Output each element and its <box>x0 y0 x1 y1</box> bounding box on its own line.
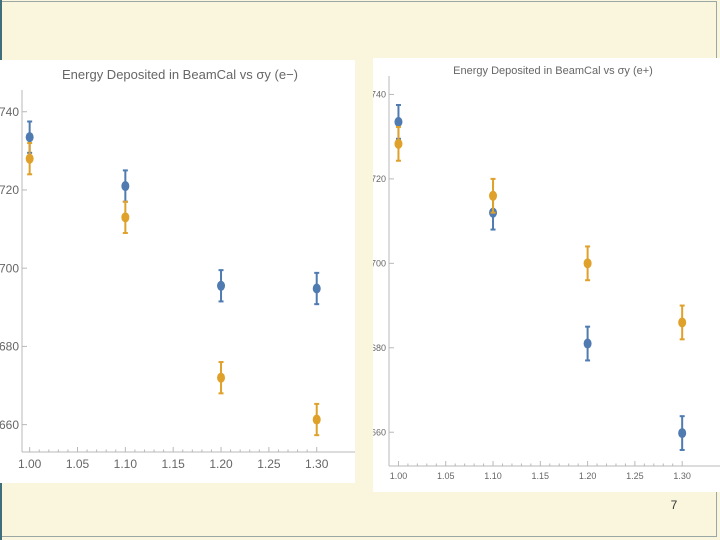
data-point <box>312 283 321 294</box>
chart-panel-positron: Energy Deposited in BeamCal vs σy (e+) 7… <box>373 58 720 492</box>
chart-title: Energy Deposited in BeamCal vs σy (e−) <box>62 67 298 82</box>
chart-electron: Energy Deposited in BeamCal vs σy (e−) 7… <box>0 67 355 471</box>
y-tick-label: 660 <box>0 418 19 432</box>
x-tick-label: 1.00 <box>18 457 42 471</box>
page-number: 7 <box>670 498 678 512</box>
data-point <box>217 280 226 291</box>
x-tick-label: 1.20 <box>579 471 597 481</box>
data-point <box>489 190 498 201</box>
x-tick-label: 1.25 <box>626 471 644 481</box>
x-tick-label: 1.00 <box>390 471 408 481</box>
data-point <box>583 258 592 269</box>
x-tick-label: 1.10 <box>484 471 502 481</box>
x-tick-label: 1.10 <box>114 457 138 471</box>
x-tick-label: 1.30 <box>673 471 691 481</box>
data-point <box>121 181 130 192</box>
data-point <box>25 132 34 143</box>
data-point <box>678 317 687 328</box>
data-point <box>583 338 592 349</box>
y-tick-label: 740 <box>373 90 386 100</box>
chart-title: Energy Deposited in BeamCal vs σy (e+) <box>453 65 653 77</box>
data-point <box>217 372 226 383</box>
y-tick-label: 680 <box>373 343 386 353</box>
data-point <box>312 414 321 425</box>
y-tick-label: 740 <box>0 105 19 119</box>
x-tick-label: 1.30 <box>305 457 329 471</box>
y-tick-label: 720 <box>0 183 19 197</box>
y-tick-label: 700 <box>373 258 386 268</box>
data-point <box>394 116 403 127</box>
data-point <box>678 428 687 439</box>
x-tick-label: 1.20 <box>209 457 233 471</box>
x-tick-label: 1.05 <box>437 471 455 481</box>
y-tick-label: 700 <box>0 261 19 275</box>
data-point <box>25 153 34 164</box>
chart-positron: Energy Deposited in BeamCal vs σy (e+) 7… <box>373 65 720 481</box>
x-tick-label: 1.15 <box>532 471 550 481</box>
y-tick-label: 660 <box>373 427 386 437</box>
data-point <box>121 212 130 223</box>
chart-panel-electron: Energy Deposited in BeamCal vs σy (e−) 7… <box>0 60 355 483</box>
x-tick-label: 1.05 <box>66 457 90 471</box>
y-tick-label: 680 <box>0 340 19 354</box>
x-tick-label: 1.25 <box>257 457 281 471</box>
x-tick-label: 1.15 <box>162 457 186 471</box>
data-point <box>394 138 403 149</box>
y-tick-label: 720 <box>373 174 386 184</box>
